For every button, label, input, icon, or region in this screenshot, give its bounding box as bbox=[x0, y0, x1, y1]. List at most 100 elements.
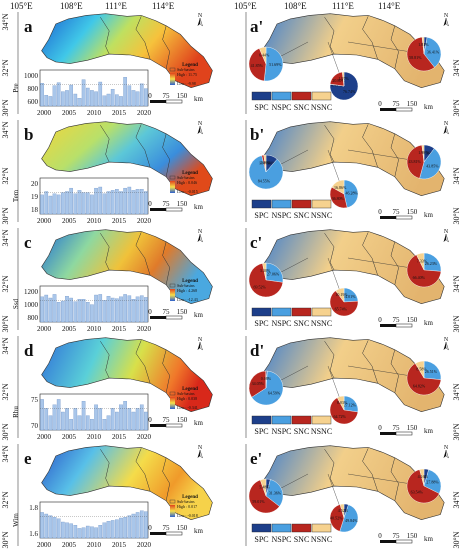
lon-tick-left-105: 105°E bbox=[10, 1, 33, 11]
scale-bar bbox=[380, 540, 396, 543]
scale-label: 75 bbox=[393, 424, 401, 432]
sub-basin-boundary bbox=[162, 241, 170, 285]
category-label: NSPC bbox=[271, 535, 291, 544]
inset-bar bbox=[56, 302, 61, 323]
lat-tick: 34°N bbox=[1, 121, 10, 138]
panel-letter: c' bbox=[250, 233, 262, 252]
scale-label: 150 bbox=[407, 316, 418, 324]
inset-bar bbox=[81, 527, 86, 539]
scale-label: 75 bbox=[393, 208, 401, 216]
scale-label: 150 bbox=[407, 532, 418, 540]
inset-bar bbox=[144, 88, 148, 107]
north-arrow-icon bbox=[199, 125, 203, 135]
scale-bar bbox=[165, 99, 183, 104]
pie-slice bbox=[419, 148, 442, 180]
inset-xtick: 2015 bbox=[112, 541, 127, 549]
inset-bar bbox=[48, 195, 53, 215]
inset-bar bbox=[90, 419, 94, 431]
pie-slice bbox=[414, 360, 425, 379]
lon-tick-right-105: 105°E bbox=[234, 1, 257, 11]
lat-tick: 30°N bbox=[1, 99, 10, 116]
inset-bar bbox=[73, 301, 78, 323]
trend-map bbox=[261, 229, 445, 305]
inset-xtick: 2010 bbox=[87, 109, 102, 117]
pie-slice bbox=[406, 469, 440, 504]
inset-bar bbox=[115, 189, 119, 215]
category-swatch bbox=[291, 91, 312, 101]
pie-label: 36.80% bbox=[332, 196, 345, 201]
lat-tick: 30°N bbox=[1, 207, 10, 224]
category-swatch bbox=[311, 307, 332, 317]
scale-unit: km bbox=[424, 211, 434, 219]
pie-slice bbox=[406, 254, 442, 288]
inset-ytick: 1000 bbox=[24, 72, 39, 80]
scale-bar bbox=[150, 424, 166, 427]
legend-high: High : 11.75 bbox=[177, 72, 197, 77]
lat-tick: 30°N bbox=[1, 531, 10, 548]
legend-sub: Sub-basins bbox=[177, 283, 195, 288]
inset-bar bbox=[44, 513, 49, 539]
lon-tick-right-108: 108°E bbox=[284, 1, 307, 11]
inset-bar bbox=[52, 517, 57, 539]
category-swatch bbox=[271, 199, 292, 209]
inset-bar bbox=[110, 89, 115, 107]
inset-xtick: 2000 bbox=[37, 325, 52, 333]
north-arrow-icon bbox=[199, 233, 203, 243]
category-label: NSNC bbox=[311, 211, 332, 220]
sub-basin-boundary bbox=[390, 133, 399, 177]
scale-bar bbox=[395, 323, 413, 328]
lat-tick: 32°N bbox=[1, 491, 10, 508]
basin-map bbox=[41, 337, 213, 413]
inset-bar bbox=[81, 401, 86, 431]
scale-label: 150 bbox=[407, 424, 418, 432]
pie-label: 2.97% bbox=[420, 42, 431, 47]
inset-bar bbox=[144, 297, 148, 323]
pie-label: 27.12% bbox=[344, 402, 357, 407]
scale-bar bbox=[165, 207, 183, 212]
inset-bar bbox=[131, 513, 136, 539]
sub-basin-boundary bbox=[100, 125, 110, 163]
inset-xtick: 2020 bbox=[137, 109, 152, 117]
category-swatch bbox=[311, 199, 332, 209]
legend-title: Legend bbox=[182, 63, 198, 68]
inset-ytick: 1000 bbox=[24, 301, 39, 309]
sub-basin-boundary bbox=[100, 341, 110, 379]
inset-bar bbox=[44, 191, 49, 215]
panel-letter: d' bbox=[250, 341, 264, 360]
inset-ytick: 70 bbox=[31, 422, 39, 430]
inset-bar bbox=[98, 81, 103, 107]
scale-label: 0 bbox=[378, 316, 382, 324]
pie-label: 49.84% bbox=[345, 518, 358, 523]
legend-high: High : 0.038 bbox=[177, 396, 197, 401]
inset-bar bbox=[69, 187, 73, 215]
category-swatch bbox=[251, 91, 272, 101]
sub-basin-boundary bbox=[390, 457, 399, 501]
pie-label: 46.28% bbox=[345, 191, 358, 196]
legend-low: Low : -0.018 bbox=[177, 513, 198, 518]
pie-slice bbox=[421, 144, 425, 163]
scale-label: 0 bbox=[148, 416, 152, 424]
inset-bar bbox=[65, 191, 69, 215]
lat-tick: 34°N bbox=[452, 167, 461, 184]
inset-xtick: 2000 bbox=[37, 217, 52, 225]
inset-bar bbox=[106, 93, 111, 107]
category-label: NSPC bbox=[271, 103, 291, 112]
inset-bar bbox=[123, 77, 127, 107]
inset-bar bbox=[85, 192, 90, 215]
inset-bar bbox=[139, 510, 144, 539]
north-arrow-icon bbox=[443, 234, 446, 242]
pie-label: 58.81% bbox=[409, 55, 422, 60]
pie-label: 4.16% bbox=[418, 474, 429, 479]
pie-label: 41.85% bbox=[251, 63, 264, 68]
inset-ylabel: Pre bbox=[12, 83, 20, 92]
scale-label: 0 bbox=[378, 532, 382, 540]
pie-label: 8.03% bbox=[337, 400, 348, 405]
inset-bar bbox=[85, 415, 90, 431]
legend-swatch bbox=[169, 283, 176, 288]
inset-bar bbox=[56, 194, 61, 215]
inset-bar bbox=[123, 517, 127, 539]
legend-sub: Sub-basins bbox=[177, 175, 195, 180]
inset-bar bbox=[135, 189, 140, 215]
inset-bar bbox=[98, 294, 103, 323]
sub-basin-boundary bbox=[324, 17, 335, 55]
